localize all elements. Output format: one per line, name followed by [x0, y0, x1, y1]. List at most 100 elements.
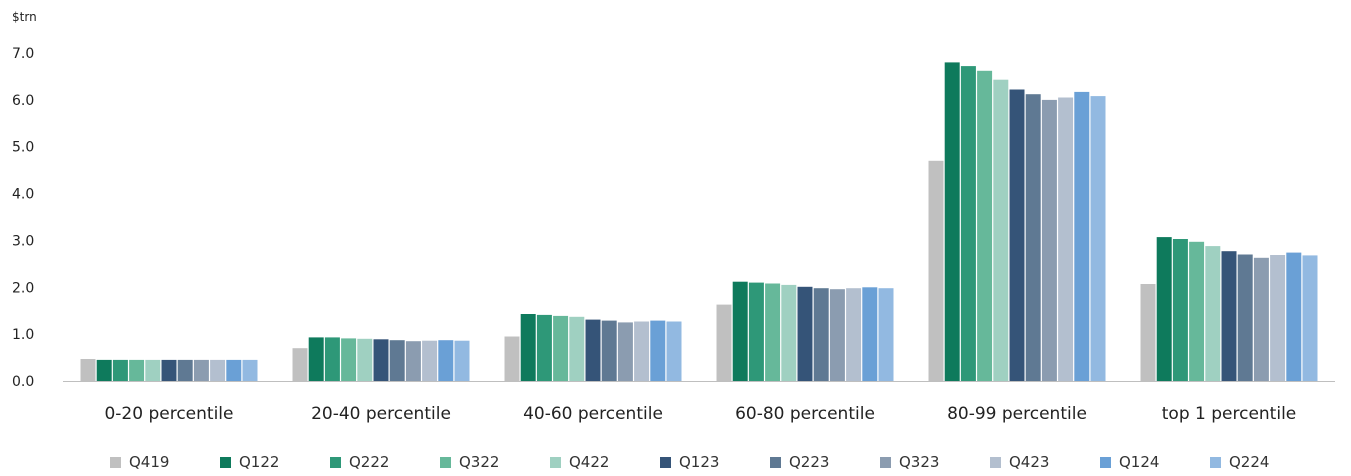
bar-q423-6 [1270, 255, 1286, 381]
y-tick-label: 5.0 [12, 140, 34, 156]
legend-item-q123: Q123 [660, 453, 770, 471]
legend-item-q423: Q423 [990, 453, 1100, 471]
x-category-label: 60-80 percentile [735, 404, 875, 424]
bar-q419-1 [80, 359, 96, 381]
y-tick-label: 3.0 [12, 233, 34, 249]
bar-q124-2 [438, 340, 454, 381]
bar-q322-3 [553, 315, 569, 381]
legend-swatch [990, 456, 1001, 468]
y-axis-ticks: 0.0 1.0 2.0 3.0 4.0 5.0 6.0 7.0 [12, 46, 34, 390]
legend-item-q323: Q323 [880, 453, 990, 471]
bar-q322-6 [1189, 241, 1205, 381]
bar-q423-4 [846, 288, 862, 381]
legend-swatch [550, 456, 561, 468]
bar-q423-2 [422, 340, 438, 381]
bar-q419-6 [1140, 284, 1156, 381]
bar-q419-4 [716, 304, 732, 381]
legend-item-q322: Q322 [440, 453, 550, 471]
x-category-label: top 1 percentile [1162, 404, 1297, 424]
x-category-label: 0-20 percentile [104, 404, 233, 424]
legend-label: Q322 [459, 453, 500, 471]
bar-q323-4 [829, 289, 845, 381]
bars [80, 62, 1318, 382]
legend-swatch [770, 456, 781, 468]
legend-swatch [440, 456, 451, 468]
y-tick-label: 7.0 [12, 46, 34, 62]
legend-item-q222: Q222 [330, 453, 440, 471]
bar-q419-3 [504, 336, 520, 381]
bar-q322-5 [977, 70, 993, 382]
bar-q422-2 [357, 338, 373, 381]
legend-label: Q323 [899, 453, 940, 471]
legend: Q419 Q122 Q222 Q322 Q422 Q123 Q223 Q323 Q423 Q124… [110, 453, 1320, 471]
bar-q224-6 [1302, 255, 1318, 381]
bar-q422-6 [1205, 246, 1221, 381]
legend-swatch [330, 456, 341, 468]
bar-q123-4 [797, 286, 813, 381]
bar-q422-5 [993, 79, 1009, 381]
bar-q122-2 [308, 337, 324, 381]
legend-label: Q419 [129, 453, 170, 471]
bar-q322-4 [765, 283, 781, 381]
legend-label: Q124 [1119, 453, 1160, 471]
bar-q323-6 [1253, 257, 1269, 381]
legend-label: Q223 [789, 453, 830, 471]
legend-swatch [110, 456, 121, 468]
bar-q122-1 [96, 359, 112, 381]
bar-q124-5 [1074, 91, 1090, 382]
x-category-label: 20-40 percentile [311, 404, 451, 424]
bar-q222-4 [748, 282, 764, 381]
legend-swatch [660, 456, 671, 468]
bar-q223-4 [813, 288, 829, 381]
bar-q222-2 [324, 337, 340, 381]
legend-label: Q224 [1229, 453, 1270, 471]
bar-q422-1 [145, 359, 161, 381]
legend-item-q122: Q122 [220, 453, 330, 471]
bar-q123-2 [373, 339, 389, 381]
bar-q223-1 [177, 359, 193, 381]
legend-label: Q123 [679, 453, 720, 471]
legend-swatch [1100, 456, 1111, 468]
bar-q222-6 [1172, 239, 1188, 381]
y-tick-label: 6.0 [12, 93, 34, 109]
legend-label: Q122 [239, 453, 280, 471]
legend-item-q224: Q224 [1210, 453, 1320, 471]
legend-item-q124: Q124 [1100, 453, 1210, 471]
bar-q224-4 [878, 288, 894, 381]
legend-swatch [880, 456, 891, 468]
bar-q323-1 [193, 359, 209, 381]
x-category-label: 40-60 percentile [523, 404, 663, 424]
bar-q122-3 [520, 314, 536, 381]
bar-q423-1 [210, 359, 226, 381]
legend-item-q422: Q422 [550, 453, 660, 471]
bar-q322-2 [341, 338, 357, 381]
bar-q422-3 [569, 316, 585, 381]
bar-q422-4 [781, 284, 797, 381]
legend-label: Q422 [569, 453, 610, 471]
bar-q122-5 [944, 62, 960, 382]
bar-q223-3 [601, 320, 617, 381]
bar-q224-5 [1090, 96, 1106, 381]
y-axis-unit-label: $trn [12, 10, 37, 24]
bar-q419-5 [928, 160, 944, 381]
bar-q323-2 [405, 341, 421, 381]
bar-q224-2 [454, 340, 470, 381]
y-tick-label: 4.0 [12, 187, 34, 203]
x-category-label: 80-99 percentile [947, 404, 1087, 424]
legend-swatch [1210, 456, 1221, 468]
bar-q419-2 [292, 348, 308, 381]
bar-q323-3 [617, 322, 633, 381]
bar-q122-6 [1156, 237, 1172, 381]
bar-q124-1 [226, 359, 242, 381]
bar-q124-3 [650, 320, 666, 381]
bar-q223-2 [389, 340, 405, 381]
y-tick-label: 2.0 [12, 280, 34, 296]
legend-item-q419: Q419 [110, 453, 220, 471]
bar-chart: 0.0 1.0 2.0 3.0 4.0 5.0 6.0 7.0 0-20 percentile… [12, 46, 1335, 424]
bar-q423-5 [1058, 97, 1074, 381]
bar-q123-3 [585, 319, 601, 381]
legend-label: Q423 [1009, 453, 1050, 471]
legend-item-q223: Q223 [770, 453, 880, 471]
bar-q123-5 [1009, 89, 1025, 381]
bar-q122-4 [732, 281, 748, 381]
